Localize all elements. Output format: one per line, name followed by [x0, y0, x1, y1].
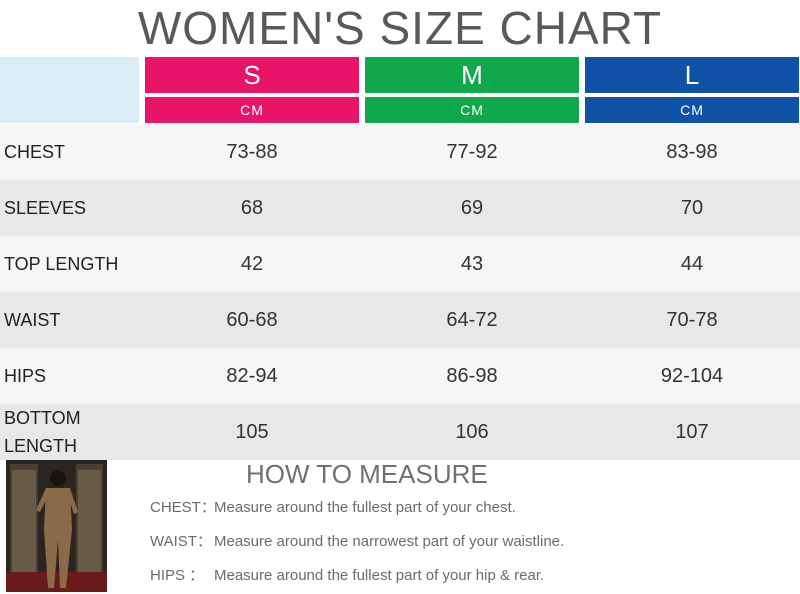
- row-label: HIPS: [4, 366, 47, 386]
- value-l: 70-78: [666, 309, 718, 331]
- table-row: TOP LENGTH 42 43 44: [0, 236, 800, 292]
- value-m: 77-92: [446, 141, 498, 163]
- value-m: 69: [460, 197, 484, 219]
- value-l: 92-104: [660, 365, 724, 387]
- row-label: WAIST: [4, 310, 61, 330]
- unit-header-s: CM: [145, 97, 359, 123]
- model-photo-illustration: [6, 460, 107, 592]
- how-to-measure-title: HOW TO MEASURE: [246, 459, 488, 489]
- value-s: 68: [240, 197, 264, 219]
- row-label: BOTTOM LENGTH: [4, 408, 81, 456]
- unit-header-l: CM: [585, 97, 799, 123]
- table-row: SLEEVES 68 69 70: [0, 180, 800, 236]
- measure-key: HIPS ：: [150, 567, 205, 584]
- value-s: 60-68: [226, 309, 278, 331]
- table-row: WAIST 60-68 64-72 70-78: [0, 292, 800, 348]
- value-l: 70: [680, 197, 704, 219]
- page-title: WOMEN'S SIZE CHART: [137, 2, 663, 54]
- size-header-l: L: [585, 57, 799, 93]
- header-blank-cell: [0, 57, 139, 123]
- value-m: 86-98: [446, 365, 498, 387]
- size-header-m: M: [365, 57, 579, 93]
- measure-text: Measure around the fullest part of your …: [214, 499, 516, 516]
- size-header-s: S: [145, 57, 359, 93]
- measure-text: Measure around the fullest part of your …: [214, 567, 545, 584]
- table-row: CHEST 73-88 77-92 83-98: [0, 124, 800, 180]
- measure-item-waist: WAIST： Measure around the narrowest part …: [150, 532, 564, 552]
- value-l: 107: [675, 421, 709, 443]
- table-row: BOTTOM LENGTH 105 106 107: [0, 404, 800, 460]
- value-s: 42: [240, 253, 264, 275]
- value-s: 105: [235, 421, 269, 443]
- measure-text: Measure around the narrowest part of you…: [214, 533, 565, 550]
- value-m: 43: [460, 253, 484, 275]
- value-l: 83-98: [666, 141, 718, 163]
- measure-item-chest: CHEST：Measure around the fullest part of…: [150, 498, 516, 518]
- row-label: TOP LENGTH: [4, 254, 119, 274]
- measure-item-hips: HIPS ： Measure around the fullest part of…: [150, 566, 544, 586]
- table-row: HIPS 82-94 86-98 92-104: [0, 348, 800, 404]
- row-label: SLEEVES: [4, 198, 87, 218]
- model-photo: [6, 460, 107, 592]
- measure-key: CHEST：: [150, 499, 216, 516]
- value-m: 64-72: [446, 309, 498, 331]
- measure-key: WAIST：: [150, 533, 212, 550]
- value-s: 82-94: [226, 365, 278, 387]
- unit-header-m: CM: [365, 97, 579, 123]
- value-m: 106: [455, 421, 489, 443]
- value-s: 73-88: [226, 141, 278, 163]
- row-label: CHEST: [4, 142, 66, 162]
- value-l: 44: [680, 253, 704, 275]
